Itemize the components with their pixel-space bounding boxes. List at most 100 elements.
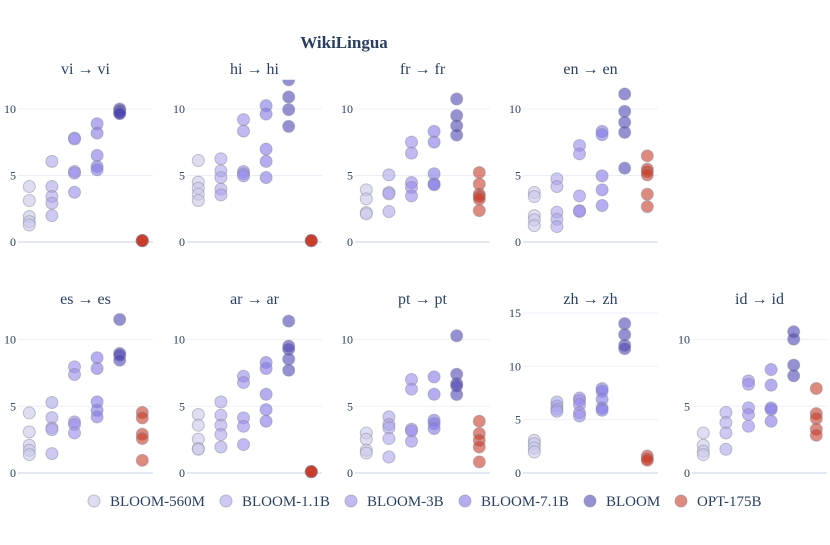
legend-item-BLOOM-7.1B[interactable]: BLOOM-7.1B <box>458 494 569 510</box>
point-BLOOM-3B <box>237 124 250 138</box>
y-tick-label: 0 <box>347 466 353 480</box>
point-BLOOM-7.1B <box>764 378 778 392</box>
point-BLOOM-1.1B <box>719 442 733 456</box>
point-BLOOM-7.1B <box>595 403 609 417</box>
legend-item-BLOOM-560M[interactable]: BLOOM-560M <box>87 494 205 510</box>
legend-label: BLOOM-7.1B <box>481 494 569 510</box>
point-BLOOM-7.1B <box>427 370 441 384</box>
y-tick-label: 5 <box>347 169 353 183</box>
y-tick-label: 0 <box>10 235 16 249</box>
point-BLOOM <box>618 125 632 139</box>
y-tick-label: 0 <box>10 466 16 480</box>
subplot-title: es → es <box>60 291 111 308</box>
point-BLOOM-7.1B <box>764 363 778 377</box>
point-BLOOM-7.1B <box>764 414 778 428</box>
point-BLOOM <box>787 369 801 383</box>
point-BLOOM-3B <box>405 189 418 203</box>
point-BLOOM <box>282 119 296 133</box>
y-tick-label: 5 <box>515 169 521 183</box>
y-tick-label: 10 <box>4 333 16 347</box>
legend-label: BLOOM <box>606 494 660 510</box>
point-BLOOM <box>282 314 296 328</box>
point-BLOOM-1.1B <box>382 432 396 446</box>
point-BLOOM-7.1B <box>90 361 104 375</box>
point-BLOOM-560M <box>22 425 36 439</box>
point-BLOOM-7.1B <box>427 135 441 149</box>
point-BLOOM-7.1B <box>259 361 273 375</box>
point-BLOOM <box>282 90 296 104</box>
point-BLOOM-560M <box>22 180 36 194</box>
subplot-title: id → id <box>735 291 784 308</box>
point-BLOOM <box>618 87 632 101</box>
point-BLOOM-1.1B <box>214 440 228 454</box>
subplot-title: en → en <box>563 61 617 78</box>
point-BLOOM-560M <box>359 432 373 446</box>
y-tick-label: 5 <box>10 399 16 413</box>
point-OPT-175B <box>472 414 486 428</box>
point-BLOOM-1.1B <box>214 395 228 409</box>
point-BLOOM-3B <box>68 132 81 146</box>
subplot-en: en → en 0 5 10 <box>509 61 658 249</box>
point-BLOOM-560M <box>22 218 36 232</box>
point-BLOOM-3B <box>742 419 755 433</box>
point-BLOOM-1.1B <box>382 168 396 182</box>
legend-label: OPT-175B <box>697 494 761 510</box>
chart-title: WikiLingua <box>300 33 388 52</box>
point-BLOOM-3B <box>573 147 586 161</box>
legend-item-OPT-175B[interactable]: OPT-175B <box>674 494 761 510</box>
point-BLOOM-3B <box>68 185 81 199</box>
point-BLOOM-7.1B <box>90 126 104 140</box>
point-BLOOM <box>618 342 632 356</box>
y-tick-label: 10 <box>4 102 16 116</box>
point-BLOOM-560M <box>359 192 373 206</box>
point-OPT-175B <box>472 165 486 179</box>
point-BLOOM-7.1B <box>259 142 273 156</box>
legend-item-BLOOM-1.1B[interactable]: BLOOM-1.1B <box>219 494 330 510</box>
legend-item-BLOOM-3B[interactable]: BLOOM-3B <box>344 494 444 510</box>
point-OPT-175B <box>809 428 823 442</box>
point-BLOOM-560M <box>527 190 541 204</box>
point-BLOOM-7.1B <box>595 169 609 183</box>
point-BLOOM-560M <box>527 445 541 459</box>
subplot-zh: zh → zh 0 5 10 15 <box>509 291 658 480</box>
legend-marker <box>219 494 233 508</box>
subplot-title: pt → pt <box>398 291 447 308</box>
y-tick-label: 0 <box>515 235 521 249</box>
point-BLOOM-7.1B <box>259 387 273 401</box>
subplot-title: zh → zh <box>563 291 617 308</box>
point-BLOOM-560M <box>527 219 541 233</box>
legend-marker <box>87 494 101 508</box>
point-BLOOM-7.1B <box>90 163 104 177</box>
point-BLOOM-7.1B <box>595 128 609 142</box>
point-BLOOM-3B <box>405 434 418 448</box>
point-BLOOM <box>450 329 464 343</box>
point-BLOOM-3B <box>573 409 586 423</box>
legend-item-BLOOM[interactable]: BLOOM <box>583 494 660 510</box>
point-BLOOM-560M <box>191 418 205 432</box>
subplot-title: ar → ar <box>230 291 280 308</box>
point-OPT-175B <box>135 234 149 248</box>
point-BLOOM-1.1B <box>719 426 733 440</box>
point-OPT-175B <box>809 381 823 395</box>
legend-marker <box>458 494 472 508</box>
point-BLOOM-560M <box>359 446 373 460</box>
point-BLOOM-560M <box>22 194 36 208</box>
y-tick-label: 5 <box>10 169 16 183</box>
point-OPT-175B <box>640 200 654 214</box>
point-OPT-175B <box>640 453 654 467</box>
point-BLOOM <box>113 107 127 121</box>
point-BLOOM-1.1B <box>45 196 59 210</box>
legend-marker <box>583 494 597 508</box>
point-BLOOM-3B <box>68 367 81 381</box>
point-BLOOM-1.1B <box>45 396 59 410</box>
subplot-fr: fr → fr 0 5 10 <box>341 61 490 249</box>
point-BLOOM-3B <box>68 426 81 440</box>
y-tick-label: 0 <box>179 235 185 249</box>
point-BLOOM-1.1B <box>550 180 564 194</box>
point-BLOOM-3B <box>237 438 250 452</box>
point-BLOOM-3B <box>742 377 755 391</box>
point-BLOOM-7.1B <box>90 148 104 162</box>
point-BLOOM <box>450 128 464 142</box>
point-BLOOM <box>618 161 632 175</box>
y-tick-label: 10 <box>678 333 690 347</box>
